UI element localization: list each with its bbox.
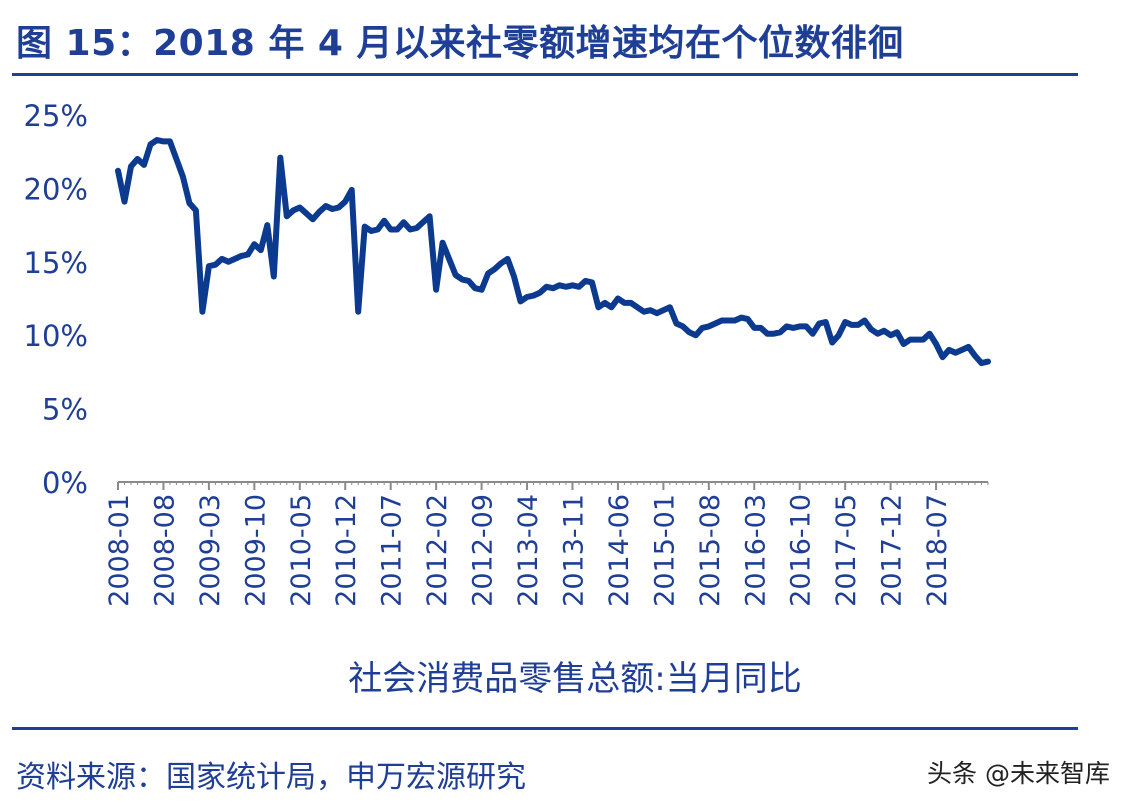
y-tick-label: 5% bbox=[42, 393, 88, 427]
x-tick-label: 2008-01 bbox=[104, 494, 135, 607]
y-tick-label: 0% bbox=[42, 466, 88, 500]
x-tick-label: 2012-09 bbox=[468, 494, 499, 607]
x-tick-label: 2013-11 bbox=[558, 494, 589, 607]
x-tick-label: 2016-03 bbox=[740, 494, 771, 607]
y-tick-label: 25% bbox=[24, 99, 88, 133]
watermark: 头条 @未来智库 bbox=[927, 759, 1110, 788]
series-group bbox=[115, 137, 991, 367]
x-tick-label: 2018-07 bbox=[922, 494, 953, 607]
title-divider bbox=[12, 73, 1078, 76]
series-line bbox=[115, 137, 991, 367]
y-tick-label: 15% bbox=[24, 246, 88, 280]
x-tick-label: 2017-12 bbox=[877, 494, 908, 607]
x-tick-label: 2011-07 bbox=[377, 494, 408, 607]
x-tick-label: 2016-10 bbox=[786, 494, 817, 607]
x-axis: 2008-01 2008-08 2009-03 2009-10 2010-05 2010-… bbox=[104, 481, 989, 607]
x-tick-label: 2015-01 bbox=[649, 494, 680, 607]
source-note: 资料来源：国家统计局，申万宏源研究 bbox=[16, 760, 526, 795]
x-tick-label: 2015-08 bbox=[695, 494, 726, 607]
y-axis: 0% 5% 10% 15% 20% 25% bbox=[24, 99, 88, 500]
x-tick-label: 2009-03 bbox=[195, 494, 226, 607]
x-tick-label: 2008-08 bbox=[149, 494, 180, 607]
y-tick-label: 10% bbox=[24, 319, 88, 353]
x-tick-label: 2010-12 bbox=[331, 494, 362, 607]
x-tick-label: 2010-05 bbox=[286, 494, 317, 607]
legend-label: 社会消费品零售总额:当月同比 bbox=[348, 659, 801, 699]
y-tick-label: 20% bbox=[24, 172, 88, 206]
x-tick-label: 2017-05 bbox=[831, 494, 862, 607]
chart-title: 图 15：2018 年 4 月以来社零额增速均在个位数徘徊 bbox=[16, 23, 904, 64]
x-tick-label: 2013-04 bbox=[513, 494, 544, 607]
x-tick-label: 2014-06 bbox=[604, 494, 635, 607]
x-tick-label: 2012-02 bbox=[422, 494, 453, 607]
footer-divider bbox=[12, 727, 1078, 730]
x-tick-label: 2009-10 bbox=[240, 494, 271, 607]
